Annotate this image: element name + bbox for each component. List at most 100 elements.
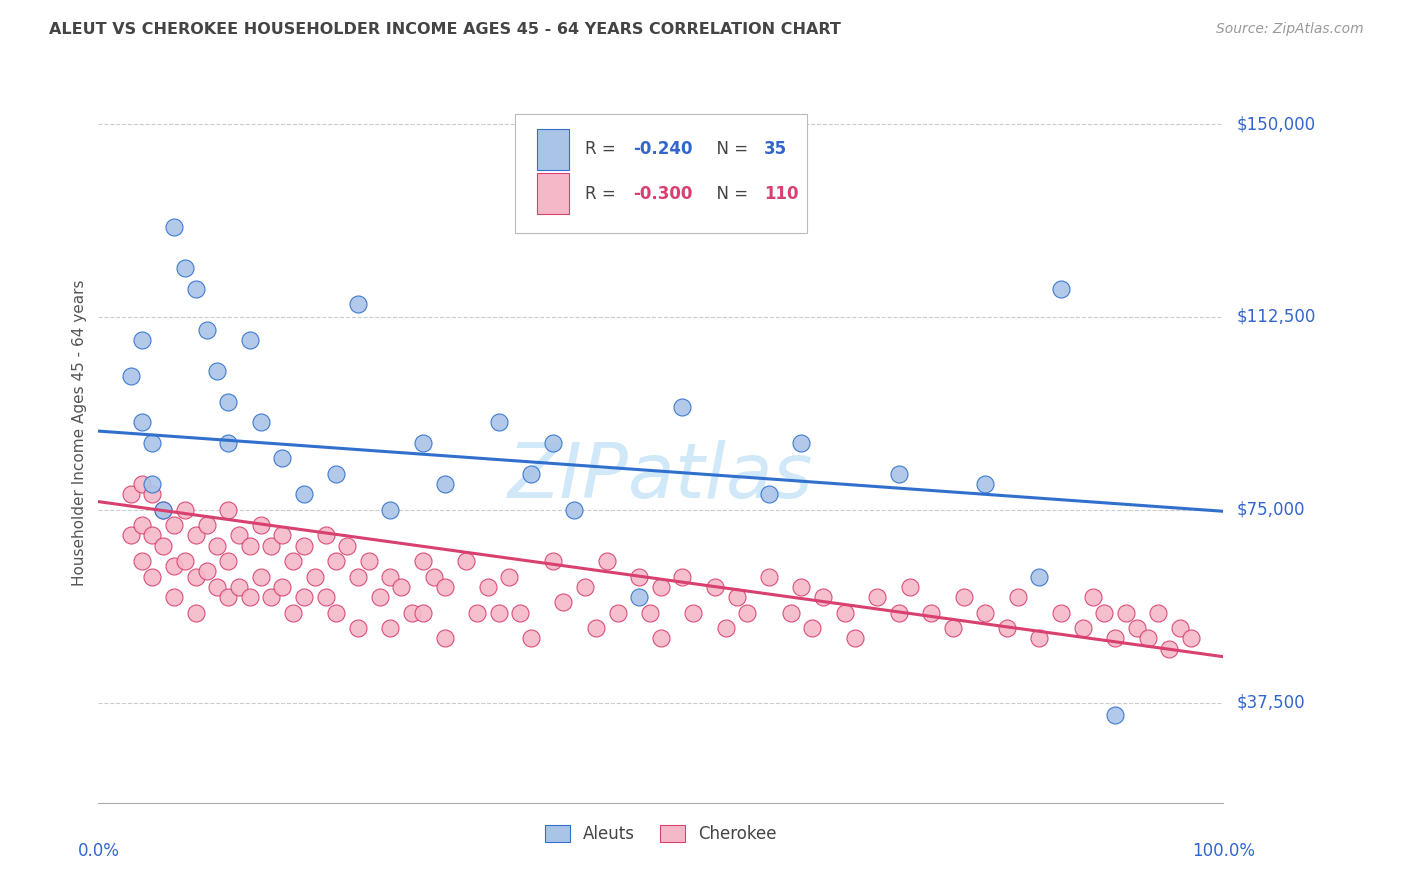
Point xyxy=(758,487,780,501)
Point xyxy=(509,606,531,620)
Point xyxy=(456,554,478,568)
Point xyxy=(412,436,434,450)
Point xyxy=(1050,282,1073,296)
Point xyxy=(834,606,856,620)
Point xyxy=(195,518,218,533)
Point xyxy=(628,590,651,604)
Text: N =: N = xyxy=(706,140,754,159)
Point xyxy=(271,580,294,594)
Point xyxy=(325,554,347,568)
Legend: Aleuts, Cherokee: Aleuts, Cherokee xyxy=(538,819,783,850)
Point xyxy=(260,539,283,553)
Point xyxy=(152,502,174,516)
Point xyxy=(401,606,423,620)
Point xyxy=(887,606,910,620)
Point xyxy=(682,606,704,620)
Point xyxy=(844,632,866,646)
Point xyxy=(239,333,262,347)
Point xyxy=(184,528,207,542)
Point xyxy=(347,621,370,635)
Point xyxy=(606,606,628,620)
Point xyxy=(1050,606,1073,620)
Point xyxy=(541,436,564,450)
Point xyxy=(357,554,380,568)
Point xyxy=(1180,632,1202,646)
Point xyxy=(380,569,402,583)
Point xyxy=(574,580,596,594)
Point xyxy=(1028,632,1050,646)
Text: Source: ZipAtlas.com: Source: ZipAtlas.com xyxy=(1216,22,1364,37)
Point xyxy=(207,364,229,378)
Point xyxy=(195,323,218,337)
Point xyxy=(217,554,239,568)
Point xyxy=(195,565,218,579)
Point xyxy=(281,554,304,568)
Point xyxy=(790,580,813,594)
Point xyxy=(520,632,543,646)
Point xyxy=(207,539,229,553)
Point xyxy=(1159,641,1181,656)
Point xyxy=(281,606,304,620)
FancyBboxPatch shape xyxy=(515,114,807,233)
Point xyxy=(790,436,813,450)
Point xyxy=(174,502,197,516)
Point xyxy=(120,369,142,384)
Point xyxy=(315,590,337,604)
Text: -0.240: -0.240 xyxy=(633,140,692,159)
Point xyxy=(898,580,921,594)
Point xyxy=(228,528,250,542)
Text: R =: R = xyxy=(585,185,621,202)
Point xyxy=(422,569,444,583)
Point xyxy=(553,595,575,609)
Point xyxy=(131,415,153,429)
Y-axis label: Householder Income Ages 45 - 64 years: Householder Income Ages 45 - 64 years xyxy=(72,279,87,586)
Point xyxy=(347,297,370,311)
Point xyxy=(952,590,974,604)
Point xyxy=(368,590,391,604)
Point xyxy=(995,621,1018,635)
Text: $150,000: $150,000 xyxy=(1237,115,1316,133)
Point xyxy=(737,606,759,620)
Point xyxy=(325,606,347,620)
Point xyxy=(260,590,283,604)
Point xyxy=(174,554,197,568)
Point xyxy=(174,261,197,276)
Text: 0.0%: 0.0% xyxy=(77,842,120,860)
Point xyxy=(974,606,997,620)
Point xyxy=(325,467,347,481)
Point xyxy=(1092,606,1115,620)
Point xyxy=(163,590,186,604)
Point xyxy=(184,569,207,583)
Point xyxy=(1147,606,1170,620)
Text: -0.300: -0.300 xyxy=(633,185,692,202)
Point xyxy=(585,621,607,635)
Point xyxy=(433,580,456,594)
Point xyxy=(671,569,693,583)
Point xyxy=(249,569,271,583)
Point xyxy=(249,518,271,533)
Point xyxy=(650,580,672,594)
Point xyxy=(433,632,456,646)
Point xyxy=(703,580,725,594)
Point xyxy=(217,502,239,516)
Point xyxy=(801,621,824,635)
Point xyxy=(239,539,262,553)
Point xyxy=(811,590,834,604)
Text: 100.0%: 100.0% xyxy=(1192,842,1254,860)
Point xyxy=(141,528,163,542)
Text: $37,500: $37,500 xyxy=(1237,694,1306,712)
Point xyxy=(131,554,153,568)
Point xyxy=(1071,621,1094,635)
Point xyxy=(412,554,434,568)
Point xyxy=(725,590,748,604)
Point xyxy=(638,606,661,620)
Point xyxy=(380,502,402,516)
Point xyxy=(596,554,619,568)
Point xyxy=(488,606,510,620)
Point xyxy=(1168,621,1191,635)
Point xyxy=(347,569,370,583)
Point xyxy=(942,621,965,635)
Point xyxy=(671,400,693,414)
Point xyxy=(152,539,174,553)
Point xyxy=(184,606,207,620)
